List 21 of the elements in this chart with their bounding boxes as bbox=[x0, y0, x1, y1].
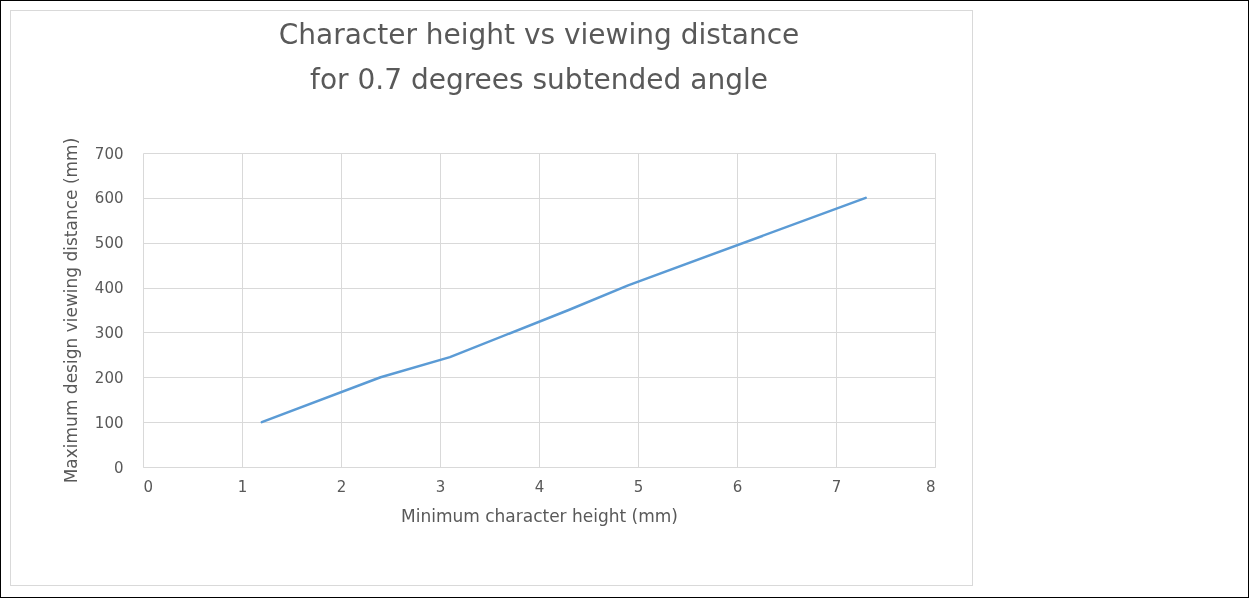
y-tick-label: 600 bbox=[94, 189, 124, 208]
x-tick-label: 3 bbox=[435, 477, 446, 496]
y-axis-title: Maximum design viewing distance (mm) bbox=[60, 137, 81, 484]
y-tick-label: 700 bbox=[94, 144, 124, 163]
x-tick-label: 1 bbox=[237, 477, 248, 496]
x-tick-label: 8 bbox=[925, 477, 936, 496]
y-tick-label: 0 bbox=[113, 458, 124, 477]
x-tick-label: 4 bbox=[534, 477, 545, 496]
y-tick-label: 300 bbox=[94, 323, 124, 342]
y-tick-label: 400 bbox=[94, 279, 124, 298]
y-tick-label: 500 bbox=[94, 234, 124, 253]
x-tick-label: 2 bbox=[336, 477, 347, 496]
y-tick-label: 100 bbox=[94, 413, 124, 432]
x-tick-label: 7 bbox=[831, 477, 842, 496]
line-series bbox=[260, 196, 867, 424]
x-tick-label: 0 bbox=[143, 477, 154, 496]
x-axis-title: Minimum character height (mm) bbox=[401, 505, 678, 526]
x-tick-label: 6 bbox=[732, 477, 743, 496]
chart-title: Character height vs viewing distance for 0.7 degrees subtended angle bbox=[278, 18, 800, 97]
x-tick-label: 5 bbox=[633, 477, 644, 496]
y-tick-label: 200 bbox=[94, 368, 124, 387]
